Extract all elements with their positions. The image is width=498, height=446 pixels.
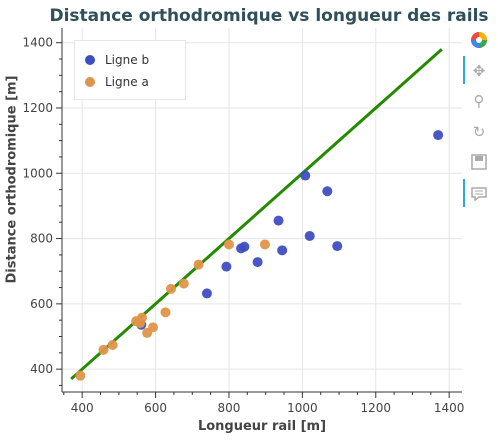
x-tick-label: 1400 — [434, 401, 465, 415]
pan-active-indicator — [463, 56, 465, 84]
point-ligne-b[interactable] — [221, 261, 232, 272]
x-tick-label: 800 — [218, 401, 241, 415]
point-ligne-b[interactable] — [322, 186, 333, 197]
point-ligne-a[interactable] — [165, 283, 176, 294]
y-tick-label: 1200 — [22, 101, 53, 115]
point-ligne-a[interactable] — [148, 322, 159, 333]
point-ligne-b[interactable] — [201, 288, 212, 299]
legend-label-ligne-b: Ligne b — [105, 53, 150, 67]
point-ligne-a[interactable] — [259, 239, 270, 250]
legend-marker-ligne-b — [85, 55, 95, 65]
point-ligne-b[interactable] — [304, 230, 315, 241]
point-ligne-b[interactable] — [239, 241, 250, 252]
point-ligne-a[interactable] — [160, 307, 171, 318]
axes: 400 600 800 1000 1200 1400 400 600 800 1000 1200 14… — [22, 28, 464, 415]
legend-item-ligne-b: Ligne b — [85, 51, 149, 69]
point-ligne-a[interactable] — [193, 259, 204, 270]
chart-title: Distance orthodromique vs longueur des r… — [49, 6, 489, 26]
x-tick-label: 1200 — [360, 401, 391, 415]
x-tick-label: 1000 — [287, 401, 318, 415]
reset-icon[interactable]: ↻ — [472, 123, 486, 141]
y-tick-label: 400 — [30, 362, 53, 376]
y-tick-label: 800 — [30, 232, 53, 246]
point-ligne-b[interactable] — [433, 130, 444, 141]
point-ligne-a[interactable] — [223, 239, 234, 250]
point-ligne-a[interactable] — [107, 339, 118, 350]
wheel-zoom-icon[interactable]: ⚲ — [473, 92, 485, 110]
point-ligne-b[interactable] — [300, 170, 311, 181]
y-tick-label: 1400 — [22, 36, 53, 50]
point-ligne-b[interactable] — [252, 257, 263, 268]
point-ligne-a[interactable] — [98, 344, 109, 355]
point-ligne-a[interactable] — [137, 312, 147, 323]
legend-label-ligne-a: Ligne a — [105, 75, 149, 89]
save-icon[interactable] — [469, 152, 489, 172]
point-ligne-a[interactable] — [178, 278, 189, 289]
hover-icon[interactable] — [469, 184, 489, 204]
data-marks — [70, 48, 444, 381]
pan-icon[interactable]: ✥ — [472, 62, 486, 80]
bokeh-logo-icon[interactable] — [469, 30, 489, 50]
x-tick-label: 400 — [71, 401, 94, 415]
x-tick-label: 600 — [144, 401, 167, 415]
y-tick-label: 1000 — [22, 166, 53, 180]
legend-item-ligne-a: Ligne a — [85, 73, 149, 91]
point-ligne-b[interactable] — [332, 241, 343, 252]
point-ligne-a[interactable] — [75, 370, 86, 381]
x-axis-label: Longueur rail [m] — [197, 419, 327, 434]
point-ligne-b[interactable] — [273, 215, 284, 226]
legend-marker-ligne-a — [85, 77, 95, 87]
y-tick-label: 600 — [30, 297, 53, 311]
hover-active-indicator — [463, 179, 465, 207]
legend: Ligne b Ligne a — [74, 40, 186, 100]
y-axis-label: Distance orthodromique [m] — [4, 75, 20, 284]
point-ligne-b[interactable] — [277, 245, 288, 256]
chart-toolbar: ✥ ⚲ ↻ — [463, 28, 493, 218]
